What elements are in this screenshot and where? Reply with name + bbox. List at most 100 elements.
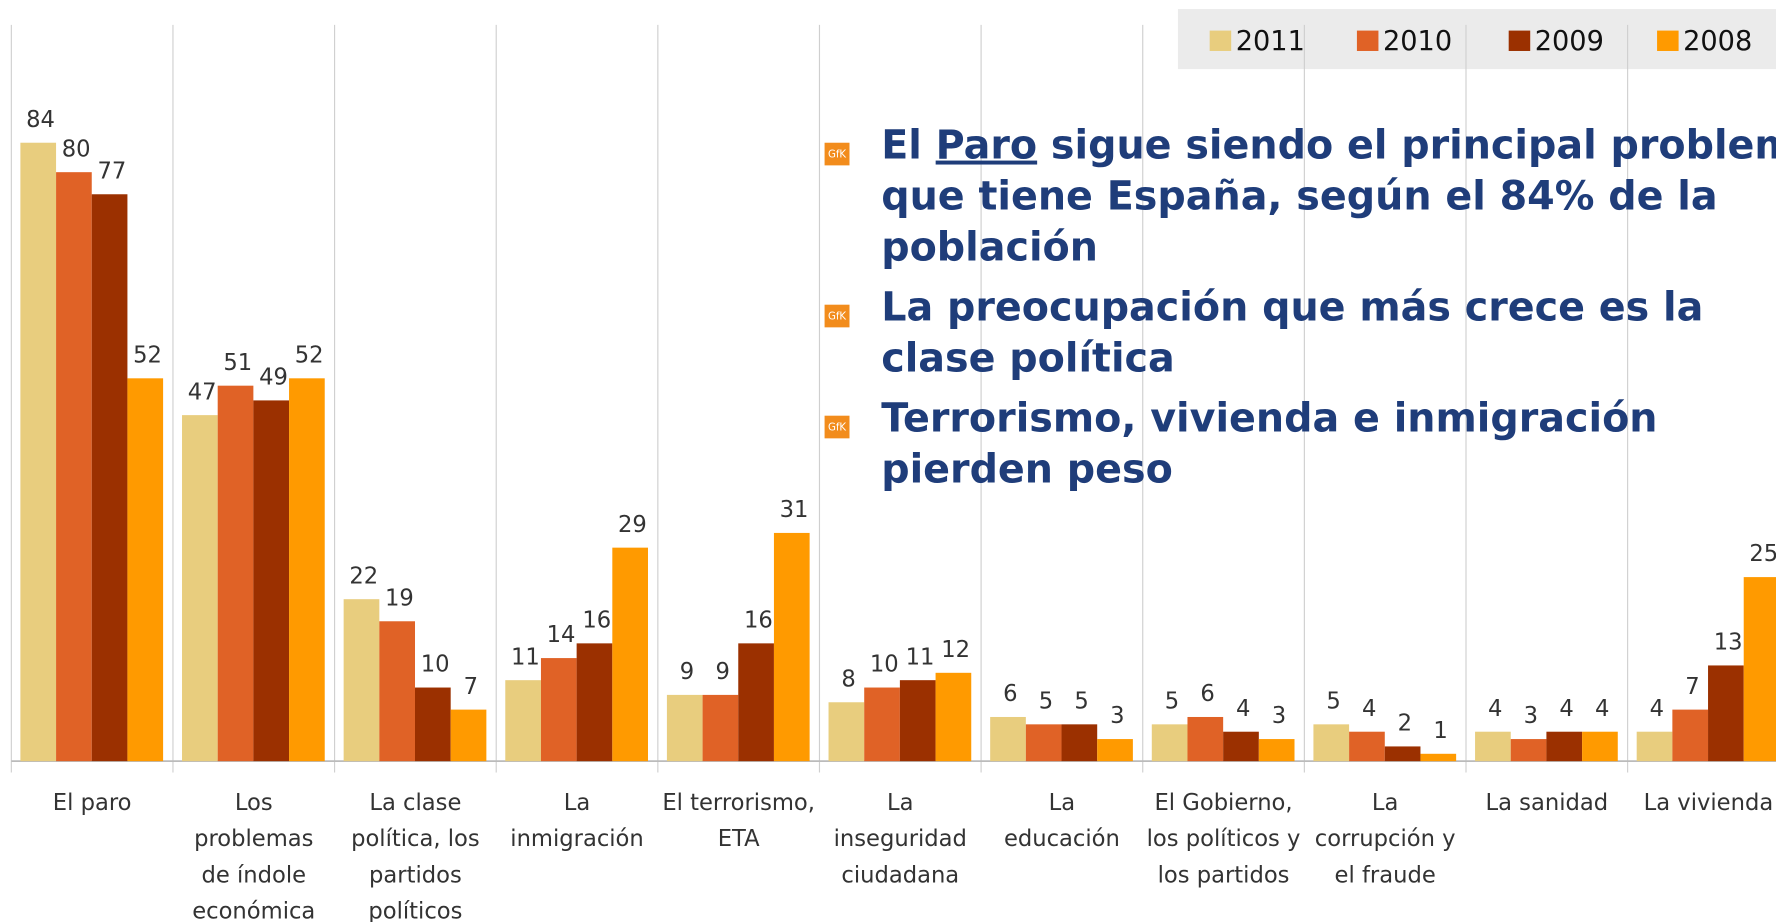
value-label: 9 bbox=[715, 659, 729, 685]
value-label: 10 bbox=[870, 652, 899, 678]
bar bbox=[935, 672, 972, 762]
value-label: 16 bbox=[744, 608, 773, 634]
value-label: 80 bbox=[62, 136, 91, 162]
bar bbox=[1187, 716, 1224, 762]
value-label: 16 bbox=[582, 608, 611, 634]
value-label: 49 bbox=[259, 365, 288, 391]
bar bbox=[773, 532, 810, 762]
bar bbox=[576, 643, 613, 762]
value-label: 4 bbox=[1650, 696, 1664, 722]
value-label: 13 bbox=[1714, 630, 1743, 656]
bar bbox=[1475, 731, 1511, 762]
bar bbox=[1708, 665, 1744, 762]
value-label: 5 bbox=[1039, 688, 1053, 714]
value-label: 47 bbox=[188, 379, 217, 405]
bar bbox=[450, 709, 487, 762]
annotation-text: clase política bbox=[881, 336, 1175, 382]
x-tick-label: La clase política, los partidos políticos bbox=[351, 790, 480, 922]
x-tick-label: La inseguridad ciudadana bbox=[834, 790, 967, 888]
value-label: 10 bbox=[421, 652, 450, 678]
value-label: 4 bbox=[1236, 696, 1250, 722]
legend-label: 2009 bbox=[1535, 26, 1604, 57]
bar bbox=[828, 702, 865, 762]
bar bbox=[1151, 724, 1188, 762]
value-label: 11 bbox=[511, 644, 540, 670]
bar bbox=[1510, 739, 1547, 762]
value-label: 3 bbox=[1272, 703, 1286, 729]
value-label: 4 bbox=[1559, 696, 1573, 722]
bar bbox=[738, 643, 774, 762]
bar bbox=[1582, 731, 1618, 762]
bar bbox=[1636, 731, 1673, 762]
value-label: 29 bbox=[618, 512, 647, 538]
value-label: 52 bbox=[133, 342, 162, 368]
value-label: 11 bbox=[906, 644, 935, 670]
value-label: 1 bbox=[1433, 718, 1447, 744]
bullet-icon-label: GfK bbox=[828, 311, 846, 322]
bar bbox=[702, 694, 739, 762]
bar bbox=[666, 694, 703, 762]
bar bbox=[1546, 731, 1583, 762]
annotation-text: que tiene España, según el 84% de la bbox=[881, 174, 1717, 220]
legend-label: 2008 bbox=[1683, 26, 1752, 57]
bar bbox=[1258, 739, 1295, 762]
bar bbox=[612, 547, 648, 762]
value-label: 12 bbox=[941, 637, 970, 663]
bar bbox=[1743, 577, 1776, 762]
value-label: 3 bbox=[1524, 703, 1538, 729]
bar bbox=[379, 621, 416, 762]
bar bbox=[217, 385, 254, 762]
x-tick-label: El terrorismo, ETA bbox=[662, 790, 815, 852]
bar bbox=[253, 400, 290, 762]
x-tick-label: La corrupción y el fraude bbox=[1315, 790, 1456, 888]
value-label: 5 bbox=[1165, 688, 1179, 714]
value-label: 3 bbox=[1110, 703, 1124, 729]
legend-label: 2010 bbox=[1383, 26, 1452, 57]
x-tick-label: La inmigración bbox=[510, 790, 643, 852]
bullet-icon bbox=[824, 142, 850, 166]
bar bbox=[899, 680, 936, 762]
value-label: 5 bbox=[1074, 688, 1088, 714]
bar bbox=[415, 687, 451, 762]
x-tick-label: La sanidad bbox=[1485, 790, 1608, 816]
value-label: 4 bbox=[1595, 696, 1609, 722]
bar bbox=[91, 194, 128, 762]
value-label: 14 bbox=[547, 622, 576, 648]
bar bbox=[182, 415, 218, 762]
bar bbox=[1349, 731, 1385, 762]
bullet-icon-label: GfK bbox=[828, 149, 846, 160]
value-label: 6 bbox=[1200, 681, 1214, 707]
bar bbox=[1313, 724, 1350, 762]
bar bbox=[1025, 724, 1062, 762]
value-label: 51 bbox=[223, 350, 252, 376]
value-label: 4 bbox=[1362, 696, 1376, 722]
value-label: 19 bbox=[385, 585, 414, 611]
bar bbox=[1061, 724, 1098, 762]
legend-swatch bbox=[1209, 30, 1232, 51]
value-label: 2 bbox=[1398, 711, 1412, 737]
bar bbox=[1672, 709, 1709, 762]
value-label: 8 bbox=[841, 666, 855, 692]
annotation-text: La preocupación que más crece es la bbox=[881, 285, 1703, 331]
legend-swatch bbox=[1356, 30, 1379, 51]
bar bbox=[1097, 739, 1133, 762]
bar bbox=[289, 378, 325, 762]
annotation-text: El Paro sigue siendo el principal proble… bbox=[881, 123, 1776, 169]
annotation-text: Terrorismo, vivienda e inmigración bbox=[881, 396, 1657, 442]
annotation-text: población bbox=[881, 225, 1098, 271]
legend-swatch bbox=[1508, 30, 1531, 51]
bar bbox=[505, 680, 541, 762]
value-label: 9 bbox=[680, 659, 694, 685]
x-tick-label: El Gobierno, los políticos y los partidos bbox=[1147, 790, 1301, 888]
value-label: 25 bbox=[1749, 541, 1776, 567]
x-tick-label: La vivienda bbox=[1644, 790, 1774, 816]
bar bbox=[343, 599, 380, 762]
value-label: 31 bbox=[780, 497, 809, 523]
bar bbox=[540, 658, 577, 762]
bar bbox=[20, 142, 57, 762]
bullet-icon bbox=[824, 304, 850, 328]
value-label: 84 bbox=[26, 107, 55, 133]
x-tick-label: El paro bbox=[53, 790, 132, 816]
bullet-icon bbox=[824, 415, 850, 439]
